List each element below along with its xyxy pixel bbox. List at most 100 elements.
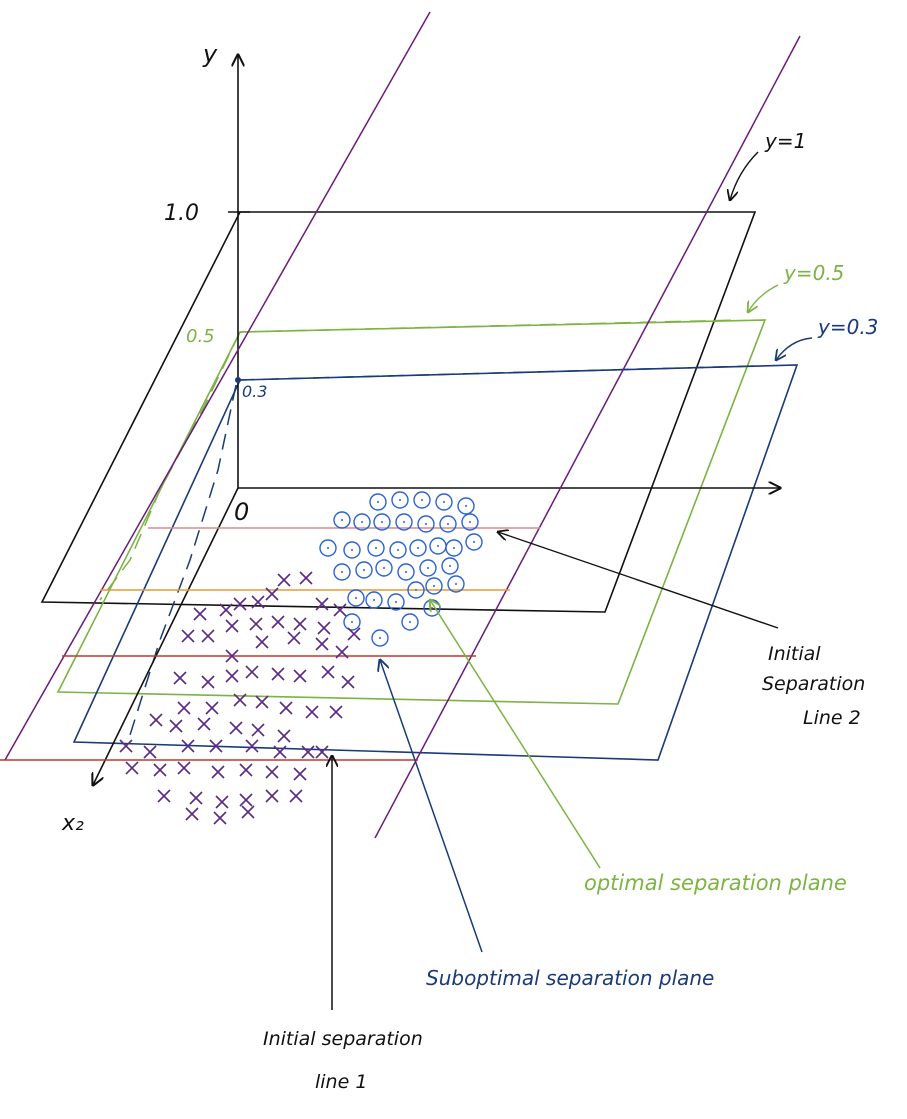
circle-point [457,497,475,515]
cross-point [211,765,225,779]
tick-0-5-label: 0.5 [186,326,215,347]
cross-point [225,619,239,633]
cross-point [173,671,187,685]
circle-point-dot [473,541,475,543]
cross-point [277,573,291,587]
circle-point-dot [361,521,363,523]
circle-point-dot [469,521,471,523]
cross-point [169,719,183,733]
circle-point-dot [409,621,411,623]
cross-point [193,607,207,621]
circle-point-dot [379,637,381,639]
cross-point [215,795,229,809]
circle-point [355,561,373,579]
tick-0-3-dot [235,377,241,383]
cross-point [293,767,307,781]
circle-point-dot [425,523,427,525]
circle-point [413,491,431,509]
circle-point-dot [381,521,383,523]
circle-point-dot [437,545,439,547]
cross-point [265,789,279,803]
cross-point [225,669,239,683]
tick-1-0-label: 1.0 [164,201,199,226]
circle-point [389,541,407,559]
cross-points [119,571,361,825]
circle-point [333,563,351,581]
plane-y03 [72,364,799,761]
cross-point [181,629,195,643]
plane-y03-dashed [129,365,756,736]
circle-point [395,513,413,531]
plane-y05-dashed [99,319,741,601]
circle-point [435,493,453,511]
circle-point [465,533,483,551]
cross-point [241,805,255,819]
cross-point [305,705,319,719]
cross-point [273,745,287,759]
cross-point [213,811,227,825]
circle-point [407,581,425,599]
cross-point [341,675,355,689]
circle-point-dot [433,585,435,587]
circle-point [371,629,389,647]
cross-point [279,701,293,715]
plane-y03-label: y=0.3 [817,315,878,339]
cross-point [245,665,259,679]
cross-point [255,695,269,709]
circle-point [343,541,361,559]
circle-point-dot [405,571,407,573]
cross-point [189,791,203,805]
circle-point-dot [427,567,429,569]
cross-point [293,617,307,631]
cross-point [201,675,215,689]
circle-point-dot [443,501,445,503]
circle-point-dot [397,549,399,551]
line1-label-1: Initial separation [263,1028,423,1050]
line1-label-2: line 1 [315,1071,367,1093]
cross-point [335,645,349,659]
cross-point [315,745,329,759]
optimal-label: optimal separation plane [584,871,847,895]
cross-point [177,761,191,775]
cross-point [251,723,265,737]
cross-point [315,597,329,611]
circle-point-dot [327,547,329,549]
circle-point [445,539,463,557]
purple-line-right [374,35,801,839]
cross-point [125,761,139,775]
circle-point-dot [449,565,451,567]
circle-point [461,513,479,531]
circle-point [387,593,405,611]
arrow-y05 [748,284,779,312]
plane-y05-label: y=0.5 [783,261,844,285]
circle-point-dot [453,547,455,549]
cross-point [245,739,259,753]
circle-point-dot [399,499,401,501]
circle-point-dot [403,521,405,523]
line2-label-3: Line 2 [803,707,861,729]
cross-point [229,721,243,735]
purple-line-left [4,11,431,761]
circle-points [319,491,483,647]
cross-point [251,595,265,609]
circle-point [409,539,427,557]
circle-point-dot [447,523,449,525]
cross-point [119,739,133,753]
circle-point [425,577,443,595]
cross-point [233,597,247,611]
cross-point [239,793,253,807]
circle-point-dot [341,571,343,573]
circle-point [373,513,391,531]
circle-point [447,575,465,593]
cross-point [265,587,279,601]
cross-point [143,745,157,759]
cross-point [347,627,361,641]
circle-point [375,559,393,577]
circle-point [369,493,387,511]
cross-point [271,667,285,681]
circle-point-dot [465,505,467,507]
circle-point-dot [341,519,343,521]
cross-point [315,637,329,651]
cross-point [293,669,307,683]
